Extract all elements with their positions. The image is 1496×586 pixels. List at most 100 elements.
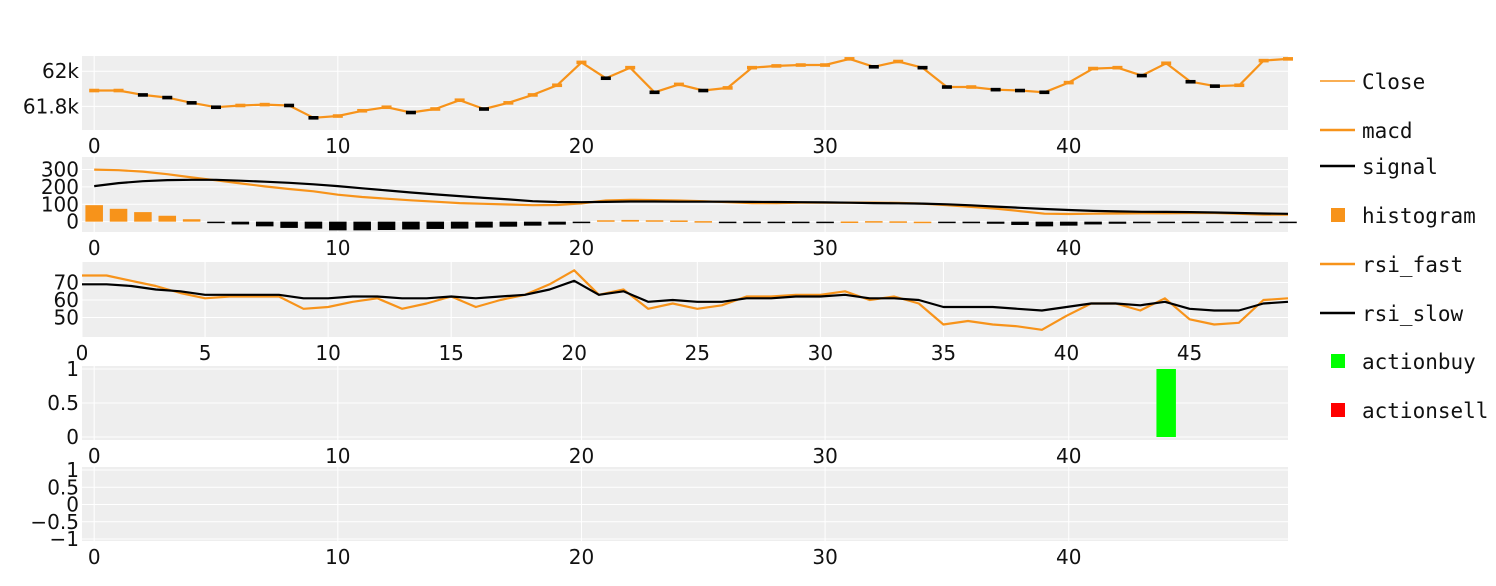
histogram-bar (1011, 221, 1029, 225)
x-tick-label: 30 (812, 134, 837, 158)
rsi-fast-line (82, 269, 1289, 331)
close-point (1063, 80, 1074, 85)
close-point (259, 102, 270, 107)
x-tick-label: 10 (325, 236, 350, 260)
close-point (649, 90, 660, 95)
histogram-bar (499, 221, 518, 227)
legend-label: actionsell (1362, 399, 1488, 423)
histogram-bar (743, 221, 761, 224)
x-tick-label: 10 (325, 134, 350, 158)
Close-line (94, 57, 1289, 119)
y-tick-label: 0.5 (47, 391, 79, 415)
histogram-bar (353, 221, 371, 231)
histogram-bar (1181, 221, 1200, 224)
histogram-bar (913, 221, 932, 224)
histogram-bar (962, 221, 981, 224)
y-tick-label: 300 (41, 158, 79, 182)
close-point (454, 98, 465, 103)
x-tick-label: 10 (315, 341, 340, 365)
histogram-bar (816, 221, 834, 224)
panel-price: 0 10 20 30 40 61.8k 62k (23, 56, 1293, 158)
x-tick-label: 0 (88, 545, 101, 569)
x-tick-label: 20 (562, 341, 587, 365)
x-tick-label: 35 (931, 341, 956, 365)
histogram-bar (1206, 221, 1224, 224)
histogram-bar (402, 221, 420, 230)
histogram-bar (280, 221, 298, 228)
y-tick-label: 50 (54, 306, 79, 330)
histogram-bar (840, 221, 859, 223)
close-point (479, 107, 489, 111)
close-point (113, 88, 124, 93)
histogram-bar (134, 212, 152, 222)
close-point (552, 83, 563, 88)
close-point (1088, 66, 1099, 71)
legend-item-actionsell: actionsell (1331, 399, 1488, 423)
legend-label: rsi_fast (1362, 253, 1463, 277)
histogram-bar (377, 221, 396, 230)
y-tick-label: −1 (50, 527, 79, 551)
x-tick-label: 40 (1054, 341, 1079, 365)
x-tick-label: 20 (569, 545, 594, 569)
actionbuy-bar (1156, 369, 1176, 437)
close-point (990, 87, 1001, 92)
histogram-bar (938, 221, 956, 224)
x-tick-label: 25 (685, 341, 710, 365)
x-tick-label: 0 (88, 444, 101, 468)
legend-swatch-square (1331, 354, 1345, 368)
legend-item-histogram: histogram (1331, 204, 1476, 228)
y-tick-label: 61.8k (23, 94, 80, 118)
legend-swatch-square (1331, 208, 1345, 222)
close-point (893, 59, 904, 64)
x-tick-label: 40 (1056, 545, 1081, 569)
close-point (917, 65, 928, 70)
legend-item-Close: Close (1320, 70, 1425, 94)
close-point (1185, 79, 1196, 84)
histogram-bar (548, 221, 566, 225)
y-tick-label: 0 (66, 210, 79, 234)
x-tick-label: 30 (812, 444, 837, 468)
close-point (673, 82, 684, 87)
x-tick-label: 5 (199, 341, 212, 365)
close-point (941, 85, 952, 89)
legend: Close macd signal histogram rsi_fast rsi_slow… (1320, 70, 1488, 423)
histogram-bar (1035, 221, 1054, 227)
signal-line (94, 178, 1289, 215)
close-point (1283, 57, 1293, 61)
legend-label: rsi_slow (1362, 302, 1464, 326)
y-tick-label: −0.5 (30, 510, 79, 534)
histogram-bar (645, 220, 664, 222)
x-tick-label: 15 (438, 341, 463, 365)
x-tick-label: 30 (808, 341, 833, 365)
x-tick-label: 20 (569, 444, 594, 468)
close-point (1234, 83, 1245, 88)
close-point (844, 57, 855, 61)
legend-item-macd: macd (1320, 119, 1413, 143)
histogram-bar (1133, 221, 1151, 224)
close-point (211, 105, 221, 110)
close-point (332, 114, 343, 118)
x-tick-label: 0 (76, 341, 89, 365)
close-point (771, 64, 782, 68)
close-point (235, 103, 246, 108)
histogram-bar (85, 205, 103, 222)
x-tick-label: 10 (325, 444, 350, 468)
panel-empty: 0 10 20 30 40−1−0.500.51 (30, 458, 1288, 569)
histogram-bar (1230, 221, 1249, 224)
y-tick-label: 62k (42, 59, 79, 83)
close-point (795, 63, 806, 67)
legend-item-signal: signal (1320, 155, 1438, 179)
legend-label: histogram (1362, 204, 1476, 228)
histogram-bar (1279, 221, 1297, 224)
histogram-bar (231, 221, 250, 225)
close-point (1136, 73, 1147, 78)
y-tick-label: 70 (54, 271, 79, 295)
close-point (747, 65, 757, 70)
histogram-bar (718, 221, 737, 224)
legend-item-actionbuy: actionbuy (1331, 350, 1476, 374)
histogram-bar (304, 221, 323, 229)
histogram-bar (109, 208, 128, 222)
